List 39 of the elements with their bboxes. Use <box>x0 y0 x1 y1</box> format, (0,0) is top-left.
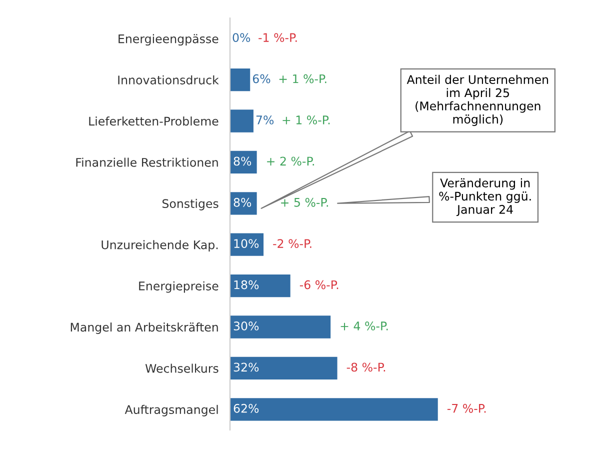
annotation: -1 %-P. <box>258 33 297 42</box>
y-tick-label: Energiepreise <box>139 281 218 293</box>
data-label: 10% <box>234 239 259 248</box>
y-tick-label: Innovationsdruck <box>118 75 219 84</box>
bar <box>230 398 438 421</box>
annotation: + 5 %-P. <box>281 198 328 207</box>
data-label: 30% <box>234 321 259 330</box>
annotation: + 2 %-P. <box>267 156 314 166</box>
annotation: Anteil der Unternehmen im April 25 (Mehrfachnennungen möglich) <box>406 74 548 126</box>
bar <box>230 356 338 380</box>
bar <box>230 274 290 298</box>
bar <box>230 68 250 92</box>
annotation: + 1 %-P. <box>282 115 330 124</box>
data-label: 8% <box>234 156 252 166</box>
annotation: -6 %-P. <box>300 280 338 290</box>
y-tick-label: Sonstiges <box>162 198 218 210</box>
annotation: + 1 %-P. <box>279 74 326 84</box>
data-label: 6% <box>252 74 270 84</box>
text: Veränderung in %-Punkten ggü. Januar 24 <box>439 178 531 216</box>
y-tick-label: Finanzielle Restriktionen <box>76 158 218 167</box>
bar <box>230 150 257 174</box>
bar <box>230 110 254 132</box>
data-label: 62% <box>234 404 259 413</box>
data-label: 18% <box>234 280 259 290</box>
data-label: 7% <box>256 115 274 124</box>
y-tick-label: Energieengpässe <box>118 34 218 46</box>
y-tick-label: Wechselkurs <box>145 364 218 373</box>
text: -7 %-P. <box>447 404 486 413</box>
y-tick-label: Mangel an Arbeitskräften <box>70 322 218 334</box>
annotation: -2 %-P. <box>273 239 312 248</box>
annotation: + 4 %-P. <box>340 321 388 330</box>
bar <box>230 316 331 338</box>
data-label: 8% <box>234 198 252 207</box>
data-label: 32% <box>234 362 259 372</box>
data-label: 0% <box>232 33 250 42</box>
y-tick-label: Auftragsmangel <box>124 404 218 416</box>
annotation: -8 %-P. <box>346 362 386 372</box>
y-tick-label: Unzureichende Kap. <box>102 240 218 252</box>
y-tick-label: Lieferketten-Probleme <box>89 116 218 126</box>
